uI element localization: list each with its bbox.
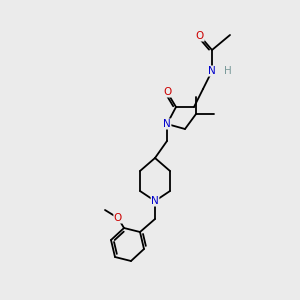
Text: O: O [196,31,204,41]
Text: H: H [224,66,232,76]
Text: N: N [151,196,159,206]
Text: N: N [163,119,171,129]
Text: N: N [208,66,216,76]
Text: O: O [114,213,122,223]
Text: O: O [163,87,171,97]
